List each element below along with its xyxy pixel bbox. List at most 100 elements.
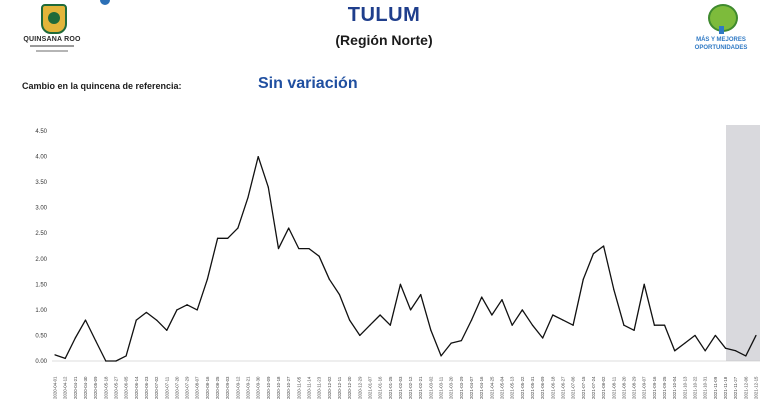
data-point bbox=[572, 324, 574, 326]
x-tick-label: 2020-12-29 bbox=[357, 376, 362, 399]
data-point bbox=[206, 278, 208, 280]
data-point bbox=[196, 309, 198, 311]
x-tick-label: 2020-10-18 bbox=[276, 376, 281, 399]
data-point bbox=[369, 324, 371, 326]
x-tick-label: 2020-04-21 bbox=[73, 376, 78, 399]
data-point bbox=[64, 357, 66, 360]
data-point bbox=[643, 283, 645, 285]
data-point bbox=[420, 293, 422, 296]
y-tick-label: 3.00 bbox=[35, 206, 47, 212]
x-tick-label: 2021-06-09 bbox=[540, 376, 545, 399]
data-point bbox=[318, 255, 320, 257]
y-tick-label: 3.50 bbox=[35, 180, 47, 186]
data-point bbox=[389, 324, 391, 326]
series-line bbox=[54, 155, 757, 362]
x-tick-label: 2020-04-01 bbox=[53, 376, 58, 399]
x-tick-label: 2021-12-06 bbox=[743, 376, 748, 399]
x-tick-label: 2020-09-12 bbox=[235, 376, 240, 399]
y-tick-label: 2.00 bbox=[35, 257, 47, 263]
data-point bbox=[470, 319, 473, 321]
data-point bbox=[460, 339, 462, 342]
data-point bbox=[714, 334, 716, 337]
x-tick-label: 2020-05-27 bbox=[114, 376, 119, 399]
data-point bbox=[308, 247, 310, 250]
data-point bbox=[633, 329, 635, 331]
x-tick-label: 2021-10-31 bbox=[703, 376, 708, 399]
x-tick-label: 2020-08-16 bbox=[205, 376, 210, 399]
y-tick-label: 4.00 bbox=[35, 155, 47, 161]
x-tick-label: 2021-05-22 bbox=[520, 376, 525, 399]
data-point bbox=[552, 314, 554, 316]
x-tick-label: 2021-05-31 bbox=[530, 376, 535, 399]
x-tick-label: 2021-08-11 bbox=[611, 376, 616, 399]
data-point bbox=[613, 288, 615, 291]
data-point bbox=[267, 186, 269, 188]
x-tick-label: 2020-07-20 bbox=[174, 376, 179, 399]
x-tick-label: 2020-07-11 bbox=[164, 376, 169, 399]
x-tick-label: 2020-10-09 bbox=[266, 376, 271, 399]
data-point bbox=[247, 196, 249, 199]
x-tick-label: 2020-06-23 bbox=[144, 376, 149, 399]
data-point bbox=[277, 247, 280, 250]
x-tick-label: 2021-08-02 bbox=[601, 376, 606, 399]
slogan-line-1: MÁS Y MEJORES bbox=[696, 37, 746, 43]
x-tick-label: 2020-06-14 bbox=[134, 376, 139, 399]
x-tick-label: 2020-05-09 bbox=[93, 376, 98, 399]
data-point bbox=[623, 324, 625, 326]
reference-change-value: Sin variación bbox=[258, 75, 358, 92]
state-logo-name: QUINSANA ROO bbox=[23, 36, 81, 43]
data-point bbox=[684, 342, 686, 344]
x-tick-label: 2020-12-11 bbox=[337, 376, 342, 399]
x-tick-label: 2020-07-02 bbox=[154, 376, 159, 399]
data-point bbox=[216, 237, 219, 239]
x-tick-label: 2020-09-30 bbox=[256, 376, 261, 399]
data-point bbox=[84, 319, 87, 321]
x-tick-label: 2020-05-18 bbox=[103, 376, 108, 399]
data-point bbox=[105, 360, 107, 362]
x-tick-label: 2021-11-18 bbox=[723, 376, 728, 399]
x-tick-label: 2020-11-05 bbox=[296, 376, 301, 399]
data-point bbox=[592, 253, 595, 255]
data-point bbox=[562, 319, 564, 321]
x-tick-label: 2021-08-20 bbox=[621, 376, 626, 399]
state-logo: QUINSANA ROO bbox=[22, 2, 82, 60]
x-tick-label: 2021-01-25 bbox=[388, 376, 393, 399]
data-point bbox=[227, 237, 229, 239]
x-axis-ticks: 2020-04-01 2020-04-12 2020-04-21 2020-04-30… bbox=[53, 376, 759, 399]
x-tick-label: 2021-08-29 bbox=[632, 376, 637, 399]
data-point bbox=[511, 324, 513, 326]
data-point bbox=[95, 339, 97, 342]
x-tick-label: 2021-07-15 bbox=[581, 376, 586, 399]
data-point bbox=[694, 334, 696, 337]
data-point bbox=[582, 278, 584, 280]
x-tick-label: 2021-12-15 bbox=[754, 376, 759, 399]
data-point bbox=[653, 324, 656, 326]
data-point bbox=[724, 347, 727, 349]
x-tick-label: 2021-03-20 bbox=[449, 376, 454, 399]
x-tick-label: 2021-02-03 bbox=[398, 376, 403, 399]
data-point bbox=[501, 299, 503, 301]
x-tick-label: 2021-04-16 bbox=[479, 376, 484, 399]
data-point bbox=[125, 355, 127, 357]
line-chart: 4.50 4.00 3.50 3.00 2.50 2.00 1.50 1.00 0.50 0.00… bbox=[35, 125, 760, 399]
x-tick-label: 2021-04-07 bbox=[469, 376, 474, 399]
data-point bbox=[755, 334, 757, 337]
x-tick-label: 2021-06-27 bbox=[561, 376, 566, 399]
x-tick-label: 2020-08-07 bbox=[195, 376, 200, 399]
x-tick-label: 2020-07-29 bbox=[185, 376, 190, 399]
data-point bbox=[491, 314, 493, 316]
x-tick-label: 2021-02-12 bbox=[408, 376, 413, 399]
y-tick-label: 2.50 bbox=[35, 231, 47, 237]
data-point bbox=[155, 319, 158, 321]
data-point bbox=[735, 350, 737, 352]
coat-of-arms-icon bbox=[41, 4, 67, 34]
x-tick-label: 2021-10-13 bbox=[682, 376, 687, 399]
data-points bbox=[54, 155, 757, 362]
x-tick-label: 2020-09-03 bbox=[225, 376, 230, 399]
data-point bbox=[379, 314, 381, 316]
data-point bbox=[54, 354, 56, 356]
x-tick-label: 2021-03-02 bbox=[428, 376, 433, 399]
x-tick-label: 2021-05-04 bbox=[500, 376, 505, 399]
data-point bbox=[257, 155, 259, 158]
x-tick-label: 2021-11-27 bbox=[733, 376, 738, 399]
